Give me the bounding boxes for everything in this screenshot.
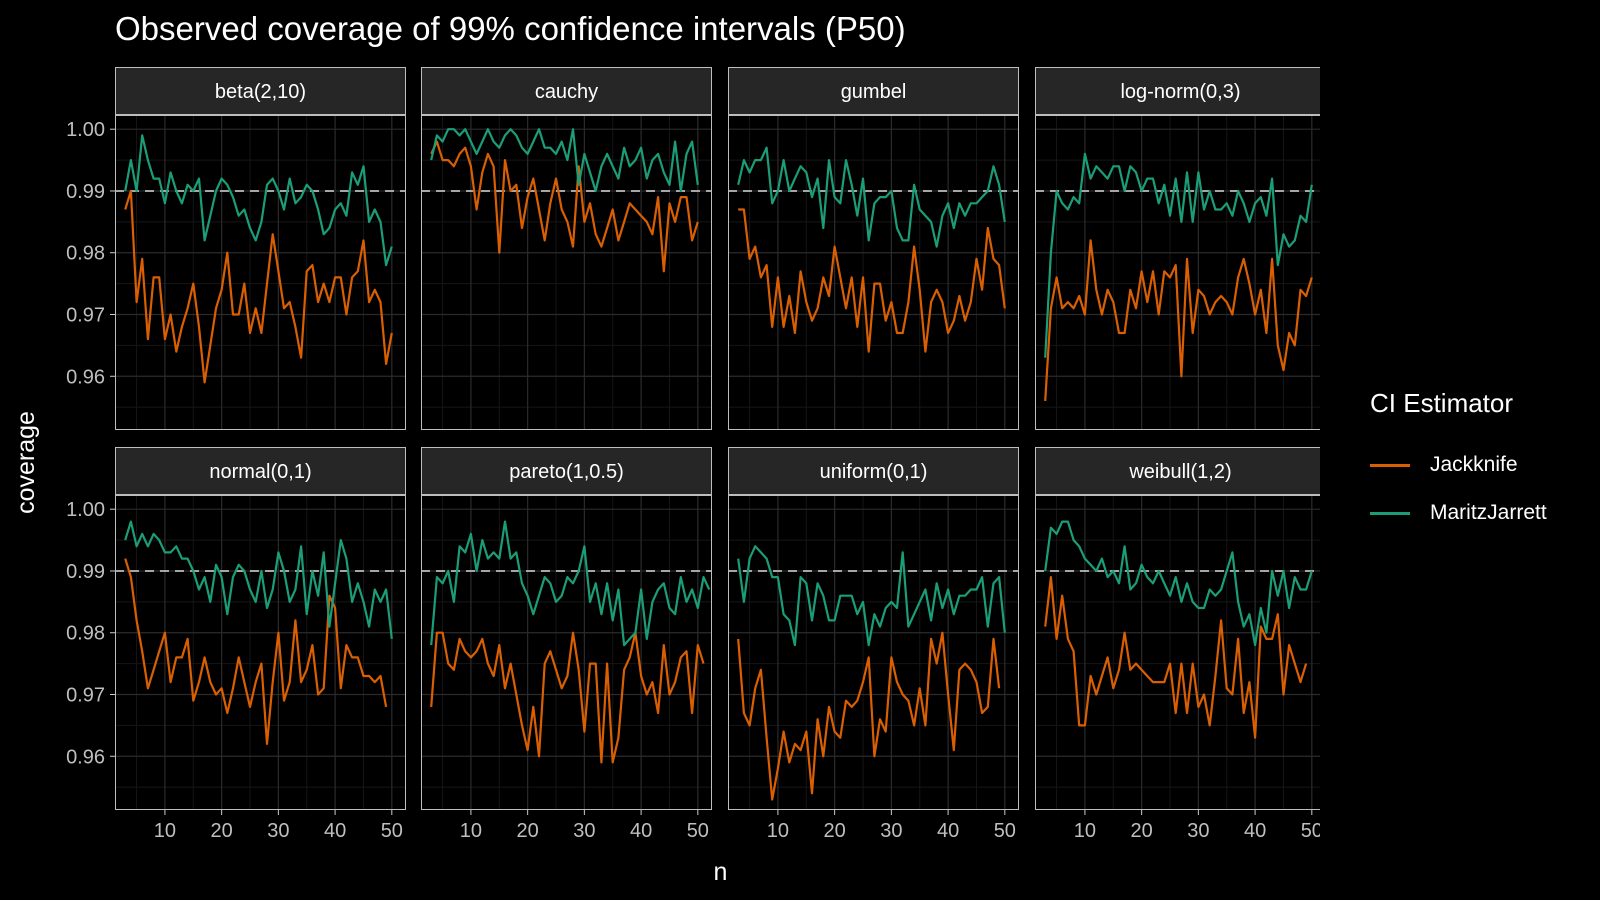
legend: CI Estimator Jackknife MaritzJarrett <box>1370 388 1547 537</box>
strip-background <box>115 447 406 495</box>
panel-weibull-1-2: weibull(1,2) 10 20 30 40 50 <box>1035 447 1320 842</box>
series-line-maritzjarrett <box>737 146 1006 248</box>
strip-label-pareto-1-0-5: pareto(1,0.5) <box>509 461 624 483</box>
strip-label-log-norm-0-3: log-norm(0,3) <box>1120 81 1240 103</box>
y-tick-label: 0.99 <box>66 561 105 583</box>
strip-background <box>1035 67 1320 115</box>
panel-cauchy: cauchy <box>421 67 712 430</box>
panel-background <box>1035 115 1320 430</box>
x-tick-label: 40 <box>630 820 652 842</box>
legend-label-maritzjarrett: MaritzJarrett <box>1430 501 1547 524</box>
legend-item-maritzjarrett: MaritzJarrett <box>1370 489 1547 537</box>
x-tick-label: 30 <box>1187 820 1209 842</box>
panel-uniform-0-1: uniform(0,1) 10 20 30 40 50 <box>728 447 1019 842</box>
x-tick-label: 50 <box>687 820 709 842</box>
x-axis-title: n <box>714 858 728 886</box>
panel-background <box>421 115 712 430</box>
x-tick-label: 10 <box>460 820 482 842</box>
panel-border <box>421 495 712 810</box>
strip-label-cauchy: cauchy <box>535 81 598 103</box>
panel-border <box>728 495 1019 810</box>
x-tick-label: 30 <box>880 820 902 842</box>
panel-border <box>1035 115 1320 430</box>
x-tick-label: 10 <box>154 820 176 842</box>
strip-label-beta-2-10: beta(2,10) <box>215 81 306 103</box>
x-tick-label: 20 <box>824 820 846 842</box>
x-tick-label: 10 <box>767 820 789 842</box>
legend-title: CI Estimator <box>1370 388 1514 418</box>
y-tick-label: 0.96 <box>66 746 105 768</box>
panel-background <box>728 495 1019 810</box>
legend-key-jackknife <box>1370 463 1410 467</box>
series-line-jackknife <box>1044 575 1308 739</box>
x-tick-label: 20 <box>1131 820 1153 842</box>
series-line-jackknife <box>738 208 1006 353</box>
panel-log-norm-0-3: log-norm(0,3) <box>1035 67 1320 430</box>
x-tick-label: 50 <box>1301 820 1320 842</box>
y-tick-label: 0.99 <box>66 181 105 203</box>
series-line-jackknife <box>124 189 393 384</box>
strip-background <box>1035 447 1320 495</box>
strip-background <box>728 447 1019 495</box>
panel-beta-2-10: beta(2,10) 0.96 0.97 0.98 0.99 1.00 <box>66 67 406 430</box>
legend-item-jackknife: Jackknife <box>1370 441 1547 489</box>
y-tick-label: 0.96 <box>66 366 105 388</box>
series-line-jackknife <box>124 558 388 746</box>
series-line-maritzjarrett <box>430 128 699 193</box>
panel-background <box>421 495 712 810</box>
y-tick-label: 0.98 <box>66 243 105 265</box>
x-tick-label: 50 <box>381 820 403 842</box>
x-tick-label: 50 <box>994 820 1016 842</box>
panel-pareto-1-0-5: pareto(1,0.5) 10 20 30 40 50 <box>421 447 712 842</box>
faceted-line-chart: beta(2,10) 0.96 0.97 0.98 0.99 1.00 cauchy gumb… <box>12 67 1320 886</box>
x-tick-label: 10 <box>1074 820 1096 842</box>
y-tick-label: 0.98 <box>66 623 105 645</box>
panel-background <box>728 115 1019 430</box>
y-tick-label: 1.00 <box>66 119 105 141</box>
panel-border <box>115 115 406 430</box>
x-tick-label: 40 <box>324 820 346 842</box>
series-line-jackknife <box>737 631 1001 801</box>
panel-gumbel: gumbel <box>728 67 1019 430</box>
panel-border <box>421 115 712 430</box>
panel-background <box>115 115 406 430</box>
y-tick-label: 0.97 <box>66 685 105 707</box>
panel-background <box>1035 495 1320 810</box>
panel-normal-0-1: normal(0,1) 10 20 30 40 50 0.96 0.97 0.98 0.99 1.0… <box>66 447 406 842</box>
series-line-maritzjarrett <box>124 520 393 640</box>
strip-label-gumbel: gumbel <box>841 81 907 103</box>
series-line-maritzjarrett <box>1044 152 1313 358</box>
series-line-jackknife <box>430 631 705 764</box>
strip-background <box>421 67 712 115</box>
strip-label-weibull-1-2: weibull(1,2) <box>1128 461 1231 483</box>
series-line-jackknife <box>1044 239 1313 402</box>
series-line-maritzjarrett <box>124 134 393 267</box>
y-tick-label: 0.97 <box>66 305 105 327</box>
panel-border <box>1035 495 1320 810</box>
x-tick-label: 40 <box>937 820 959 842</box>
x-tick-label: 40 <box>1244 820 1266 842</box>
x-tick-label: 20 <box>517 820 539 842</box>
x-tick-label: 30 <box>267 820 289 842</box>
series-line-maritzjarrett <box>737 545 1006 647</box>
panel-border <box>728 115 1019 430</box>
series-line-jackknife <box>430 140 699 273</box>
strip-background <box>728 67 1019 115</box>
strip-label-normal-0-1: normal(0,1) <box>209 461 311 483</box>
chart-title: Observed coverage of 99% confidence inte… <box>115 10 906 47</box>
strip-label-uniform-0-1: uniform(0,1) <box>820 461 928 483</box>
series-line-maritzjarrett <box>1044 520 1313 647</box>
x-tick-label: 30 <box>573 820 595 842</box>
y-tick-label: 1.00 <box>66 499 105 521</box>
series-line-maritzjarrett <box>430 520 711 647</box>
panel-border <box>115 495 406 810</box>
strip-background <box>115 67 406 115</box>
y-axis-title: coverage <box>12 411 40 514</box>
strip-background <box>421 447 712 495</box>
legend-label-jackknife: Jackknife <box>1430 453 1518 476</box>
legend-key-maritzjarrett <box>1370 511 1410 515</box>
x-tick-label: 20 <box>211 820 233 842</box>
